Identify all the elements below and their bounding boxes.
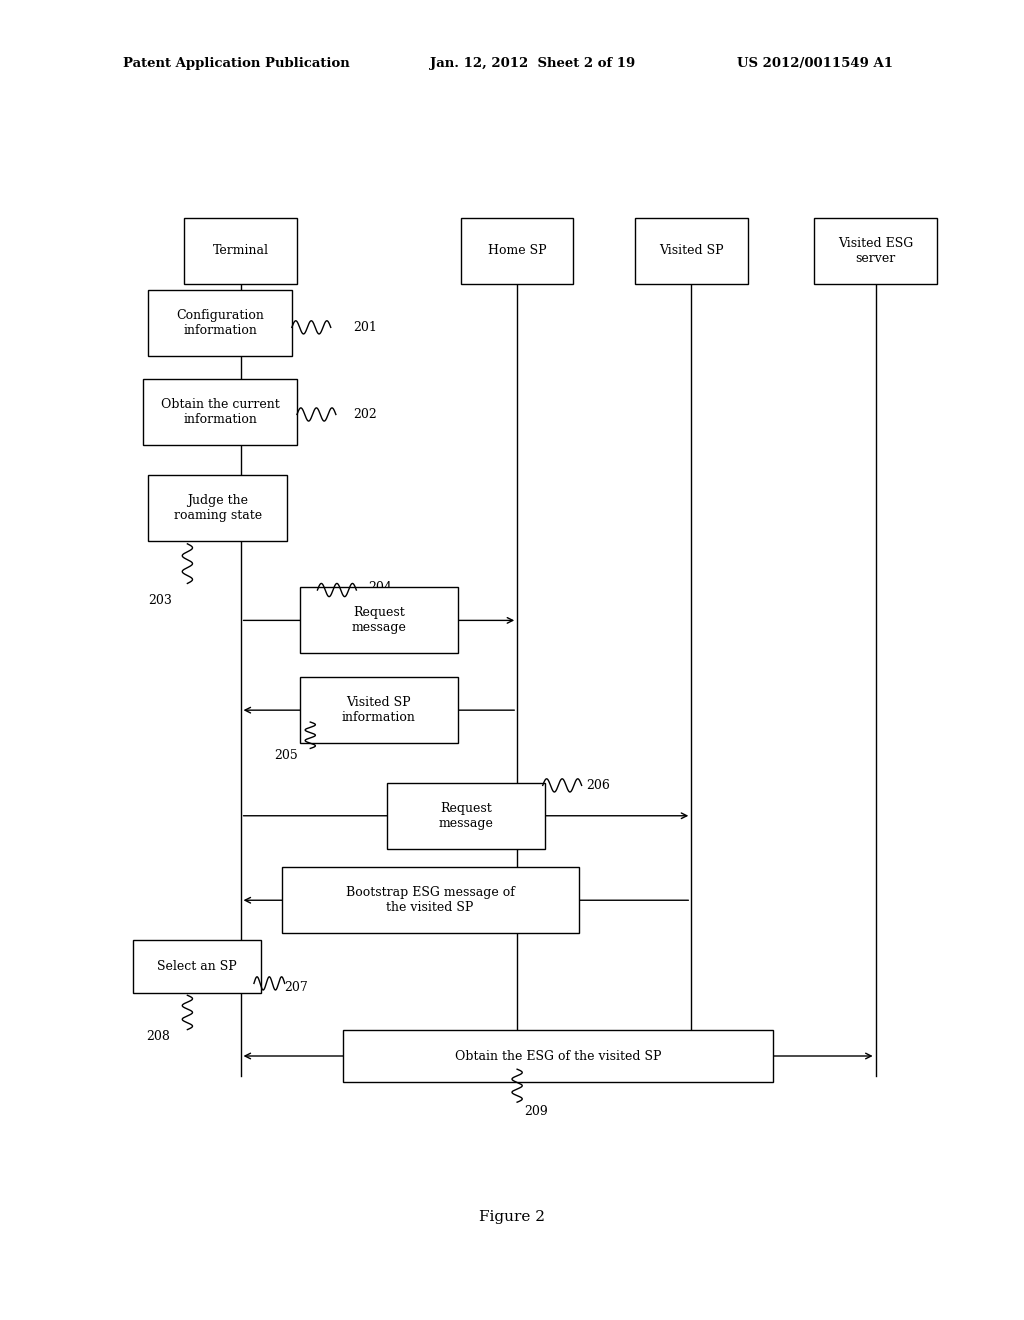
Text: Select an SP: Select an SP xyxy=(158,960,237,973)
Text: Obtain the current
information: Obtain the current information xyxy=(161,397,280,426)
Text: 202: 202 xyxy=(353,408,377,421)
Text: Home SP: Home SP xyxy=(487,244,547,257)
FancyBboxPatch shape xyxy=(461,218,573,284)
Text: Configuration
information: Configuration information xyxy=(176,309,264,338)
Text: US 2012/0011549 A1: US 2012/0011549 A1 xyxy=(737,57,893,70)
FancyBboxPatch shape xyxy=(299,587,459,653)
FancyBboxPatch shape xyxy=(143,379,297,445)
FancyBboxPatch shape xyxy=(635,218,748,284)
Text: Visited SP: Visited SP xyxy=(658,244,724,257)
Text: Patent Application Publication: Patent Application Publication xyxy=(123,57,349,70)
Text: Visited SP
information: Visited SP information xyxy=(342,696,416,725)
FancyBboxPatch shape xyxy=(343,1030,773,1082)
Text: Request
message: Request message xyxy=(438,801,494,830)
FancyBboxPatch shape xyxy=(282,867,579,933)
Text: Bootstrap ESG message of
the visited SP: Bootstrap ESG message of the visited SP xyxy=(346,886,514,915)
Text: Request
message: Request message xyxy=(351,606,407,635)
FancyBboxPatch shape xyxy=(387,783,545,849)
FancyBboxPatch shape xyxy=(133,940,261,993)
Text: 201: 201 xyxy=(353,321,377,334)
Text: Judge the
roaming state: Judge the roaming state xyxy=(173,494,262,523)
FancyBboxPatch shape xyxy=(299,677,459,743)
FancyBboxPatch shape xyxy=(148,290,292,356)
Text: 207: 207 xyxy=(285,981,308,994)
FancyBboxPatch shape xyxy=(814,218,937,284)
FancyBboxPatch shape xyxy=(184,218,297,284)
Text: 206: 206 xyxy=(586,779,609,792)
Text: Obtain the ESG of the visited SP: Obtain the ESG of the visited SP xyxy=(455,1049,662,1063)
Text: Terminal: Terminal xyxy=(213,244,268,257)
Text: 208: 208 xyxy=(146,1030,170,1043)
Text: Visited ESG
server: Visited ESG server xyxy=(838,236,913,265)
Text: 203: 203 xyxy=(148,594,172,607)
Text: 205: 205 xyxy=(274,748,298,762)
Text: 209: 209 xyxy=(524,1105,548,1118)
Text: 204: 204 xyxy=(369,581,392,594)
Text: Jan. 12, 2012  Sheet 2 of 19: Jan. 12, 2012 Sheet 2 of 19 xyxy=(430,57,635,70)
FancyBboxPatch shape xyxy=(148,475,287,541)
Text: Figure 2: Figure 2 xyxy=(479,1210,545,1224)
